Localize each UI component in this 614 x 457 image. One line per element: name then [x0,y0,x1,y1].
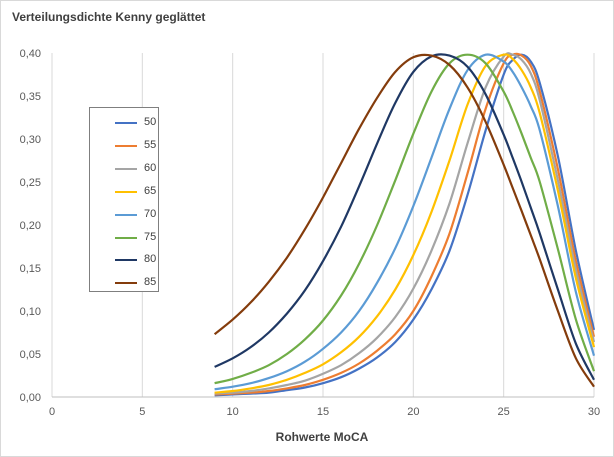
x-axis-label: Rohwerte MoCA [275,430,369,444]
series-line-50 [214,53,596,397]
x-tick-label: 5 [139,406,145,418]
series-line-80 [214,53,595,381]
legend-item-75: 75 [90,230,158,246]
x-tick-label: 20 [407,406,419,418]
legend-label: 60 [144,161,157,174]
legend-item-60: 60 [90,161,158,177]
y-tick-label: 0,35 [20,91,41,103]
chart-title: Verteilungsdichte Kenny geglättet [12,10,206,24]
legend-label: 65 [144,184,157,197]
chart-legend: 50 55 60 65 70 75 80 85 [89,107,159,292]
y-tick-label: 0,05 [20,349,41,361]
legend-swatch [115,236,137,239]
legend-item-80: 80 [90,252,158,268]
x-tick-label: 10 [227,406,239,418]
legend-swatch [115,167,137,170]
y-axis-ticks: 0,00 0,05 0,10 0,15 0,20 0,25 0,30 0,35 0,40 [20,48,41,404]
legend-label: 70 [144,207,157,220]
series-line-75 [214,53,596,385]
legend-item-65: 65 [90,184,158,200]
legend-swatch [115,122,137,124]
legend-swatch [115,282,137,285]
chart-series [213,52,596,397]
x-tick-label: 25 [498,406,510,418]
y-tick-label: 0,00 [20,392,41,404]
y-tick-label: 0,30 [20,134,41,146]
y-tick-label: 0,40 [20,48,41,60]
legend-label: 85 [144,276,157,289]
legend-swatch [115,144,137,147]
x-tick-label: 15 [317,406,329,418]
legend-item-50: 50 [90,115,158,131]
legend-item-85: 85 [90,275,158,291]
legend-swatch [115,213,137,216]
legend-label: 50 [144,116,157,128]
series-line-65 [214,53,596,394]
y-tick-label: 0,10 [20,306,41,318]
series-line-85 [213,53,595,388]
legend-swatch [115,190,137,193]
legend-label: 55 [144,138,157,151]
y-tick-label: 0,25 [20,177,41,189]
legend-item-70: 70 [90,207,158,223]
legend-label: 80 [144,253,157,266]
series-line-60 [214,52,596,395]
series-line-70 [214,53,596,391]
series-line-55 [214,52,596,396]
x-axis-ticks: 0 5 10 15 20 25 30 [49,406,600,418]
legend-label: 75 [144,230,157,243]
x-tick-label: 30 [588,406,600,418]
legend-item-55: 55 [90,138,158,154]
legend-swatch [115,259,137,262]
y-tick-label: 0,15 [20,263,41,275]
y-tick-label: 0,20 [20,220,41,232]
x-tick-label: 0 [49,406,55,418]
